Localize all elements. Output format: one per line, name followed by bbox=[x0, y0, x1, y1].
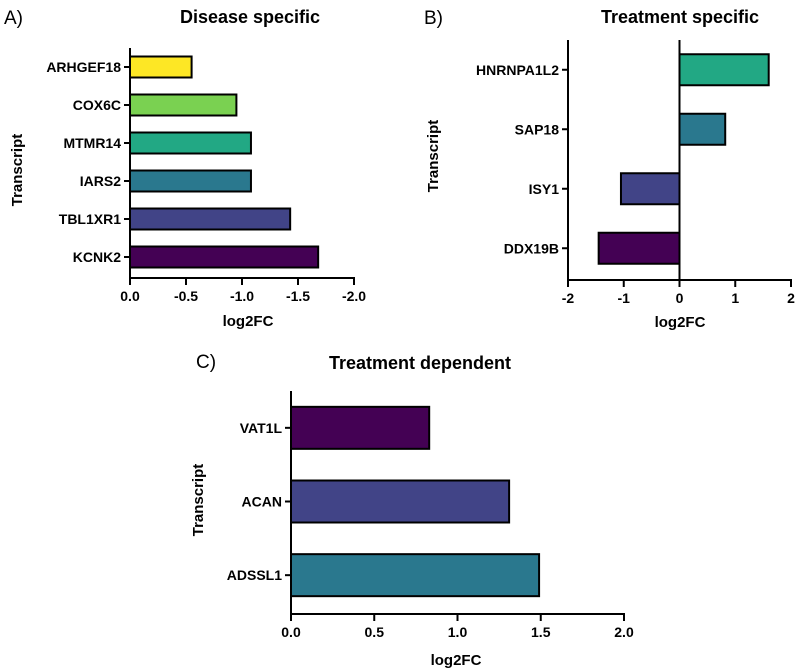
panel-a-letter: A) bbox=[4, 8, 23, 29]
panel-a-x-axis-title: log2FC bbox=[223, 313, 274, 330]
panel-a-category-label: IARS2 bbox=[80, 173, 121, 189]
panel-a-category-label: COX6C bbox=[73, 97, 121, 113]
panel-c-x-tick-label: 1.5 bbox=[531, 624, 551, 640]
panel-a-category-label: MTMR14 bbox=[63, 135, 121, 151]
panel-b-x-tick-label: 0 bbox=[676, 290, 684, 306]
panel-a-x-tick-label: -0.5 bbox=[174, 288, 198, 304]
panel-a-bar-tbl1xr1 bbox=[129, 207, 292, 231]
panel-b-x-tick-label: 2 bbox=[787, 290, 795, 306]
panel-a-bar-kcnk2 bbox=[129, 245, 320, 269]
panel-c-x-tick-label: 0.0 bbox=[281, 624, 301, 640]
panel-b: B) Treatment specific Transcript log2FC … bbox=[424, 7, 795, 331]
panel-a-category-label: ARHGEF18 bbox=[46, 59, 121, 75]
panel-b-x-tick-label: -2 bbox=[562, 290, 575, 306]
panel-b-plot: HNRNPA1L2 SAP18 ISY1 DDX19B -2 -1 0 1 2 bbox=[476, 40, 795, 306]
panel-b-bar-sap18 bbox=[678, 112, 727, 146]
panel-a-category-label: TBL1XR1 bbox=[59, 211, 121, 227]
panel-c-bar-acan bbox=[290, 479, 511, 524]
panel-a-title: Disease specific bbox=[180, 7, 320, 27]
panel-b-category-label: DDX19B bbox=[504, 240, 559, 256]
panel-c-category-label: ACAN bbox=[242, 494, 282, 510]
panel-b-x-tick-label: -1 bbox=[618, 290, 631, 306]
panel-b-letter: B) bbox=[424, 8, 443, 29]
panel-a-bar-mtmr14 bbox=[129, 131, 252, 155]
panel-c-bar-adssl1 bbox=[290, 553, 541, 598]
panel-b-x-tick-label: 1 bbox=[731, 290, 739, 306]
panel-c-category-label: VAT1L bbox=[240, 420, 283, 436]
panel-b-bar-isy1 bbox=[619, 172, 681, 206]
panel-b-title: Treatment specific bbox=[601, 7, 759, 27]
panel-b-bar-hnrnpa1l2 bbox=[678, 53, 770, 87]
panel-b-category-label: SAP18 bbox=[515, 121, 560, 137]
panel-b-category-label: ISY1 bbox=[529, 181, 560, 197]
panel-c-x-tick-label: 1.0 bbox=[448, 624, 468, 640]
panel-a-x-tick-label: -2.0 bbox=[342, 288, 366, 304]
panel-b-x-axis-title: log2FC bbox=[655, 314, 706, 331]
panel-a-category-label: KCNK2 bbox=[73, 249, 121, 265]
panel-c-x-axis-title: log2FC bbox=[431, 652, 482, 669]
panel-c-bar-vat1l bbox=[290, 405, 431, 450]
panel-a-y-axis-title: Transcript bbox=[9, 134, 26, 207]
panel-c: C) Treatment dependent Transcript log2FC… bbox=[190, 352, 634, 669]
panel-a-x-tick-label: 0.0 bbox=[120, 288, 140, 304]
panel-a-bar-cox6c bbox=[129, 93, 238, 117]
panel-b-category-label: HNRNPA1L2 bbox=[476, 62, 559, 78]
panel-c-letter: C) bbox=[196, 352, 216, 373]
panel-c-title: Treatment dependent bbox=[329, 353, 511, 373]
panel-a-x-tick-label: -1.5 bbox=[286, 288, 310, 304]
panel-a-bar-arhgef18 bbox=[129, 55, 193, 79]
panel-c-category-label: ADSSL1 bbox=[227, 567, 282, 583]
panel-a-bar-iars2 bbox=[129, 169, 252, 193]
panel-c-x-tick-label: 2.0 bbox=[614, 624, 634, 640]
panel-a-plot: ARHGEF18 COX6C MTMR14 IARS2 TBL1XR1 KCNK2 0.0 -… bbox=[46, 48, 366, 304]
panel-a-x-tick-label: -1.0 bbox=[230, 288, 254, 304]
panel-b-y-axis-title: Transcript bbox=[425, 120, 442, 193]
panel-c-y-axis-title: Transcript bbox=[190, 464, 207, 537]
panel-c-plot: VAT1L ACAN ADSSL1 0.0 0.5 1.0 1.5 2.0 bbox=[227, 391, 634, 640]
panel-b-bar-ddx19b bbox=[597, 231, 681, 265]
panel-c-x-tick-label: 0.5 bbox=[365, 624, 385, 640]
panel-a: A) Disease specific Transcript log2FC AR… bbox=[4, 7, 366, 330]
